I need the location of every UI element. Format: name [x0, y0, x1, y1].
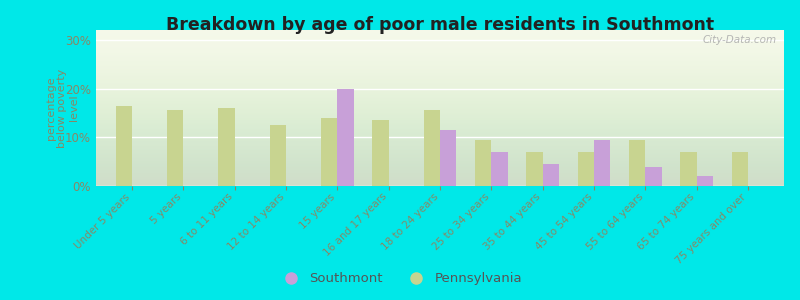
- Bar: [218, 108, 234, 186]
- Bar: [167, 110, 183, 186]
- Bar: [732, 152, 748, 186]
- Bar: [423, 110, 440, 186]
- Bar: [338, 88, 354, 186]
- Bar: [697, 176, 713, 186]
- Bar: [578, 152, 594, 186]
- Bar: [115, 106, 132, 186]
- Legend: Southmont, Pennsylvania: Southmont, Pennsylvania: [273, 267, 527, 290]
- Bar: [526, 152, 542, 186]
- Bar: [440, 130, 457, 186]
- Bar: [646, 167, 662, 186]
- Text: City-Data.com: City-Data.com: [703, 35, 777, 45]
- Bar: [372, 120, 389, 186]
- Bar: [491, 152, 508, 186]
- Bar: [542, 164, 559, 186]
- Bar: [594, 140, 610, 186]
- Bar: [270, 125, 286, 186]
- Bar: [475, 140, 491, 186]
- Bar: [680, 152, 697, 186]
- Y-axis label: percentage
below poverty
level: percentage below poverty level: [46, 68, 79, 148]
- Bar: [321, 118, 338, 186]
- Bar: [629, 140, 646, 186]
- Title: Breakdown by age of poor male residents in Southmont: Breakdown by age of poor male residents …: [166, 16, 714, 34]
